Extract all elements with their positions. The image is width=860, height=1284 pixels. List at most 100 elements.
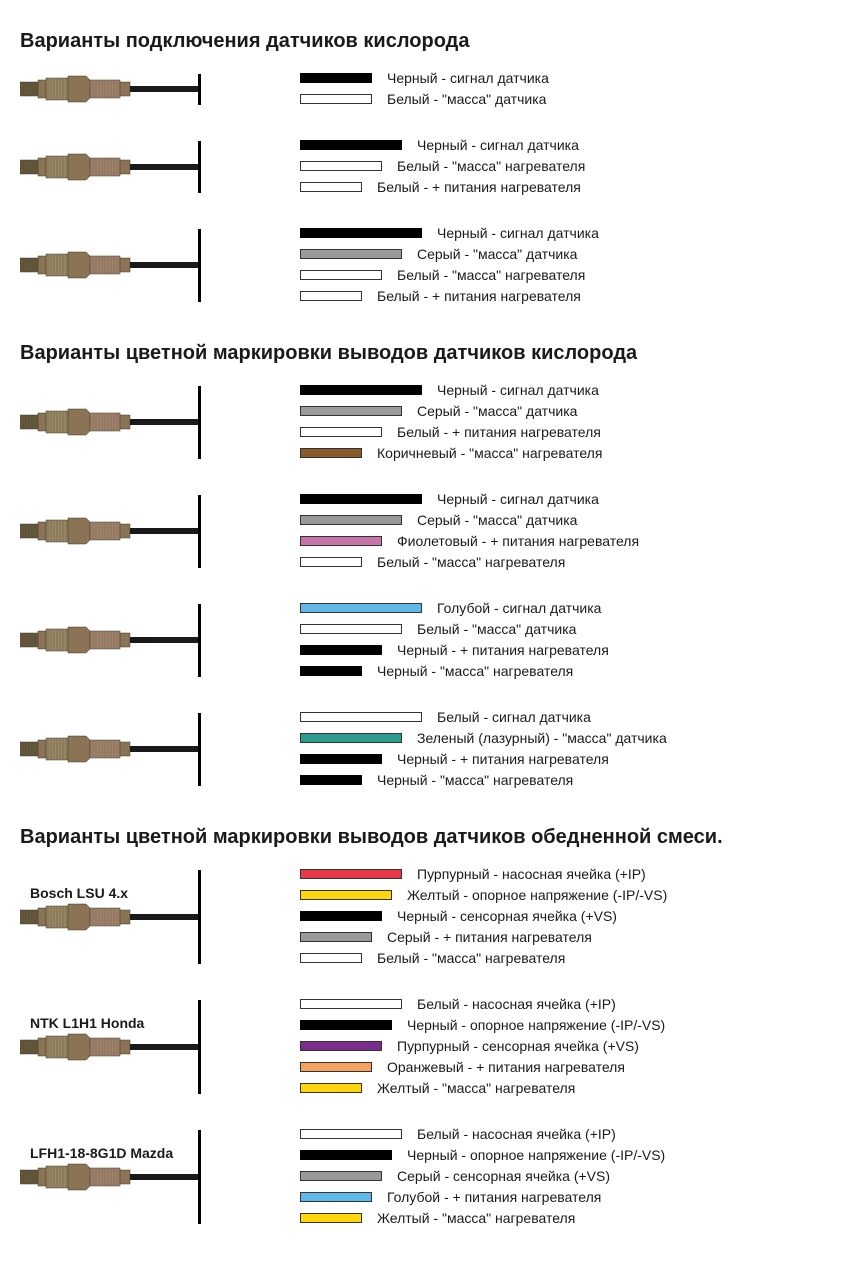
wire-bar bbox=[300, 385, 422, 395]
wire-bar bbox=[300, 94, 372, 104]
wire-row: Черный - сигнал датчика bbox=[300, 68, 840, 88]
sensor-icon bbox=[20, 516, 200, 546]
wire-bar bbox=[300, 1062, 372, 1072]
wire-bar bbox=[300, 249, 402, 259]
wire-bar bbox=[300, 73, 372, 83]
wire-bar bbox=[300, 911, 382, 921]
sensor-left bbox=[20, 380, 300, 464]
wire-label: Фиолетовый - + питания нагревателя bbox=[397, 533, 639, 549]
wire-row: Желтый - опорное напряжение (-IP/-VS) bbox=[300, 885, 840, 905]
wire-label: Серый - "масса" датчика bbox=[417, 403, 577, 419]
wire-bar bbox=[300, 754, 382, 764]
wire-row: Зеленый (лазурный) - "масса" датчика bbox=[300, 728, 840, 748]
wire-row: Коричневый - "масса" нагревателя bbox=[300, 443, 840, 463]
wire-bar bbox=[300, 140, 402, 150]
wire-label: Серый - "масса" датчика bbox=[417, 246, 577, 262]
wire-row: Пурпурный - насосная ячейка (+IP) bbox=[300, 864, 840, 884]
wire-label: Белый - "масса" нагревателя bbox=[397, 267, 585, 283]
wires-container: Черный - сигнал датчикаСерый - "масса" д… bbox=[300, 380, 840, 464]
wire-row: Голубой - сигнал датчика bbox=[300, 598, 840, 618]
wire-bar bbox=[300, 270, 382, 280]
wires-container: Черный - сигнал датчика Серый - "масса" д… bbox=[300, 223, 840, 307]
wires-container: Черный - сигнал датчикаБелый - "масса" д… bbox=[300, 68, 840, 110]
sensor-left bbox=[20, 489, 300, 573]
wire-label: Белый - "масса" нагревателя bbox=[377, 554, 565, 570]
sensor-icon bbox=[20, 1162, 200, 1192]
sensor-block: Черный - сигнал датчика Серый - "масса" д… bbox=[20, 489, 840, 573]
wire-label: Черный - сигнал датчика bbox=[417, 137, 579, 153]
wire-label: Серый - "масса" датчика bbox=[417, 512, 577, 528]
wire-label: Пурпурный - насосная ячейка (+IP) bbox=[417, 866, 646, 882]
sensor-block: Черный - сигнал датчикаБелый - "масса" д… bbox=[20, 68, 840, 110]
bracket-line bbox=[198, 1130, 201, 1224]
wire-label: Черный - + питания нагревателя bbox=[397, 642, 609, 658]
wire-bar bbox=[300, 406, 402, 416]
sensor-left: NTK L1H1 Honda bbox=[20, 994, 300, 1099]
bracket-line bbox=[198, 141, 201, 193]
wire-label: Черный - сигнал датчика bbox=[437, 491, 599, 507]
wires-container: Пурпурный - насосная ячейка (+IP) Желтый … bbox=[300, 864, 840, 969]
section: Варианты цветной маркировки выводов датч… bbox=[20, 342, 840, 791]
sensor-label: Bosch LSU 4.x bbox=[20, 885, 128, 901]
wire-label: Серый - сенсорная ячейка (+VS) bbox=[397, 1168, 610, 1184]
wire-bar bbox=[300, 228, 422, 238]
sensor-icon bbox=[20, 250, 200, 280]
wire-row: Желтый - "масса" нагревателя bbox=[300, 1208, 840, 1228]
bracket-line bbox=[198, 229, 201, 302]
wires-container: Белый - насосная ячейка (+IP)Черный - оп… bbox=[300, 1124, 840, 1229]
wires-container: Белый - насосная ячейка (+IP)Черный - оп… bbox=[300, 994, 840, 1099]
wire-bar bbox=[300, 427, 382, 437]
wire-bar bbox=[300, 291, 362, 301]
wire-label: Белый - "масса" нагревателя bbox=[397, 158, 585, 174]
wire-row: Серый - "масса" датчика bbox=[300, 244, 840, 264]
bracket-line bbox=[198, 495, 201, 568]
sensor-block: Голубой - сигнал датчикаБелый - "масса" … bbox=[20, 598, 840, 682]
wire-bar bbox=[300, 603, 422, 613]
wire-label: Желтый - "масса" нагревателя bbox=[377, 1080, 575, 1096]
bracket-line bbox=[198, 713, 201, 786]
wire-bar bbox=[300, 775, 362, 785]
wire-bar bbox=[300, 624, 402, 634]
wire-bar bbox=[300, 515, 402, 525]
sensor-icon bbox=[20, 625, 200, 655]
wire-row: Белый - "масса" датчика bbox=[300, 619, 840, 639]
wires-container: Голубой - сигнал датчикаБелый - "масса" … bbox=[300, 598, 840, 682]
section: Варианты цветной маркировки выводов датч… bbox=[20, 826, 840, 1229]
wire-row: Белый - "масса" датчика bbox=[300, 89, 840, 109]
wire-row: Белый - сигнал датчика bbox=[300, 707, 840, 727]
wires-container: Черный - сигнал датчика Серый - "масса" д… bbox=[300, 489, 840, 573]
wire-bar bbox=[300, 953, 362, 963]
wire-row: Серый - + питания нагревателя bbox=[300, 927, 840, 947]
sensor-icon bbox=[20, 1032, 200, 1062]
wire-label: Черный - + питания нагревателя bbox=[397, 751, 609, 767]
sensor-left: LFH1-18-8G1D Mazda bbox=[20, 1124, 300, 1229]
wire-bar bbox=[300, 182, 362, 192]
wire-bar bbox=[300, 1041, 382, 1051]
wire-row: Белый - + питания нагревателя bbox=[300, 286, 840, 306]
sensor-block: Черный - сигнал датчика Белый - "масса" н… bbox=[20, 135, 840, 198]
wire-row: Белый - "масса" нагревателя bbox=[300, 552, 840, 572]
wire-label: Серый - + питания нагревателя bbox=[387, 929, 592, 945]
wire-bar bbox=[300, 733, 402, 743]
sensor-icon bbox=[20, 74, 200, 104]
wire-row: Серый - "масса" датчика bbox=[300, 510, 840, 530]
wire-bar bbox=[300, 1020, 392, 1030]
wire-row: Черный - + питания нагревателя bbox=[300, 640, 840, 660]
wire-label: Черный - опорное напряжение (-IP/-VS) bbox=[407, 1017, 665, 1033]
bracket-line bbox=[198, 1000, 201, 1094]
wire-row: Желтый - "масса" нагревателя bbox=[300, 1078, 840, 1098]
wire-bar bbox=[300, 1213, 362, 1223]
sensor-icon bbox=[20, 407, 200, 437]
wire-row: Черный - опорное напряжение (-IP/-VS) bbox=[300, 1015, 840, 1035]
wire-bar bbox=[300, 494, 422, 504]
wire-bar bbox=[300, 869, 402, 879]
wire-row: Голубой - + питания нагревателя bbox=[300, 1187, 840, 1207]
bracket-line bbox=[198, 386, 201, 459]
wire-bar bbox=[300, 1150, 392, 1160]
wire-row: Черный - опорное напряжение (-IP/-VS) bbox=[300, 1145, 840, 1165]
wires-container: Белый - сигнал датчикаЗеленый (лазурный)… bbox=[300, 707, 840, 791]
wire-row: Черный - сигнал датчика bbox=[300, 223, 840, 243]
sensor-block: NTK L1H1 Honda Белый - насосная ячейка (… bbox=[20, 994, 840, 1099]
wire-label: Оранжевый - + питания нагревателя bbox=[387, 1059, 625, 1075]
wire-label: Желтый - опорное напряжение (-IP/-VS) bbox=[407, 887, 667, 903]
